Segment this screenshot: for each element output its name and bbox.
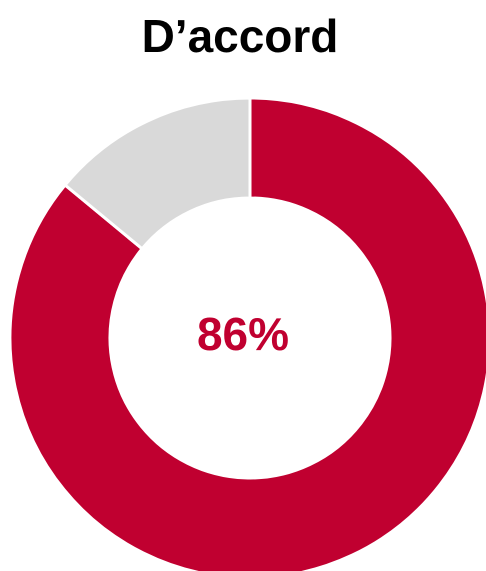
donut-segment	[62, 96, 252, 251]
chart-title: D’accord	[142, 10, 339, 62]
center-label: 86%	[197, 308, 289, 360]
donut-segment	[8, 96, 486, 571]
